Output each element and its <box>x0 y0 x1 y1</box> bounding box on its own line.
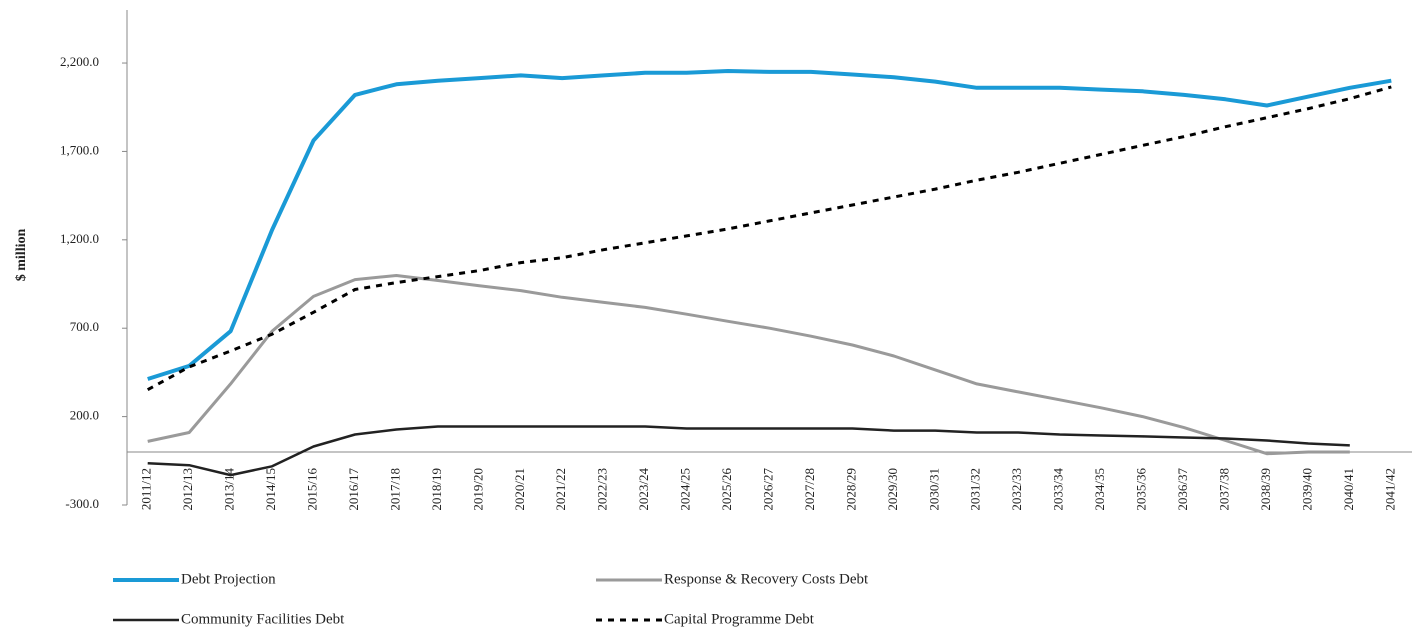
legend-label: Response & Recovery Costs Debt <box>664 571 869 587</box>
x-tick-label: 2018/19 <box>429 468 444 511</box>
x-tick-label: 2012/13 <box>180 468 195 511</box>
y-tick-label: -300.0 <box>65 496 99 511</box>
x-tick-label: 2030/31 <box>926 468 941 511</box>
x-tick-label: 2032/33 <box>1009 468 1024 511</box>
y-axis-title: $ million <box>14 229 29 282</box>
x-tick-label: 2021/22 <box>553 468 568 511</box>
x-tick-label: 2040/41 <box>1341 468 1356 511</box>
x-tick-label: 2035/36 <box>1134 468 1149 511</box>
x-tick-label: 2022/23 <box>595 468 610 511</box>
x-tick-label: 2039/40 <box>1299 468 1314 511</box>
x-tick-label: 2026/27 <box>760 468 775 511</box>
series-line <box>147 69 1392 381</box>
y-tick-label: 1,700.0 <box>60 142 99 157</box>
series-line <box>147 425 1350 477</box>
x-tick-label: 2024/25 <box>678 468 693 511</box>
x-tick-label: 2033/34 <box>1051 468 1066 511</box>
x-tick-label: 2037/38 <box>1216 468 1231 511</box>
x-tick-label: 2015/16 <box>305 468 320 511</box>
y-tick-label: 2,200.0 <box>60 54 99 69</box>
series-line <box>147 274 1350 456</box>
y-tick-label: 1,200.0 <box>60 231 99 246</box>
x-tick-label: 2013/14 <box>222 468 237 511</box>
x-tick-label: 2029/30 <box>885 468 900 511</box>
x-tick-label: 2023/24 <box>636 468 651 511</box>
x-tick-label: 2014/15 <box>263 468 278 511</box>
series-line <box>146 85 1392 392</box>
x-tick-label: 2025/26 <box>719 468 734 511</box>
x-tick-label: 2031/32 <box>968 468 983 511</box>
x-tick-label: 2028/29 <box>843 468 858 511</box>
x-tick-label: 2036/37 <box>1175 468 1190 511</box>
x-tick-label: 2017/18 <box>387 468 402 511</box>
x-tick-label: 2041/42 <box>1382 468 1397 511</box>
legend-label: Community Facilities Debt <box>181 611 345 627</box>
x-tick-label: 2034/35 <box>1092 468 1107 511</box>
x-tick-label: 2011/12 <box>139 468 154 510</box>
legend-label: Debt Projection <box>181 571 276 587</box>
legend-label: Capital Programme Debt <box>664 611 815 627</box>
x-tick-label: 2020/21 <box>512 468 527 511</box>
x-tick-label: 2016/17 <box>346 468 361 511</box>
x-tick-label: 2038/39 <box>1258 468 1273 511</box>
y-tick-label: 200.0 <box>70 408 99 423</box>
x-tick-label: 2027/28 <box>802 468 817 511</box>
y-tick-label: 700.0 <box>70 319 99 334</box>
x-tick-label: 2019/20 <box>470 468 485 511</box>
